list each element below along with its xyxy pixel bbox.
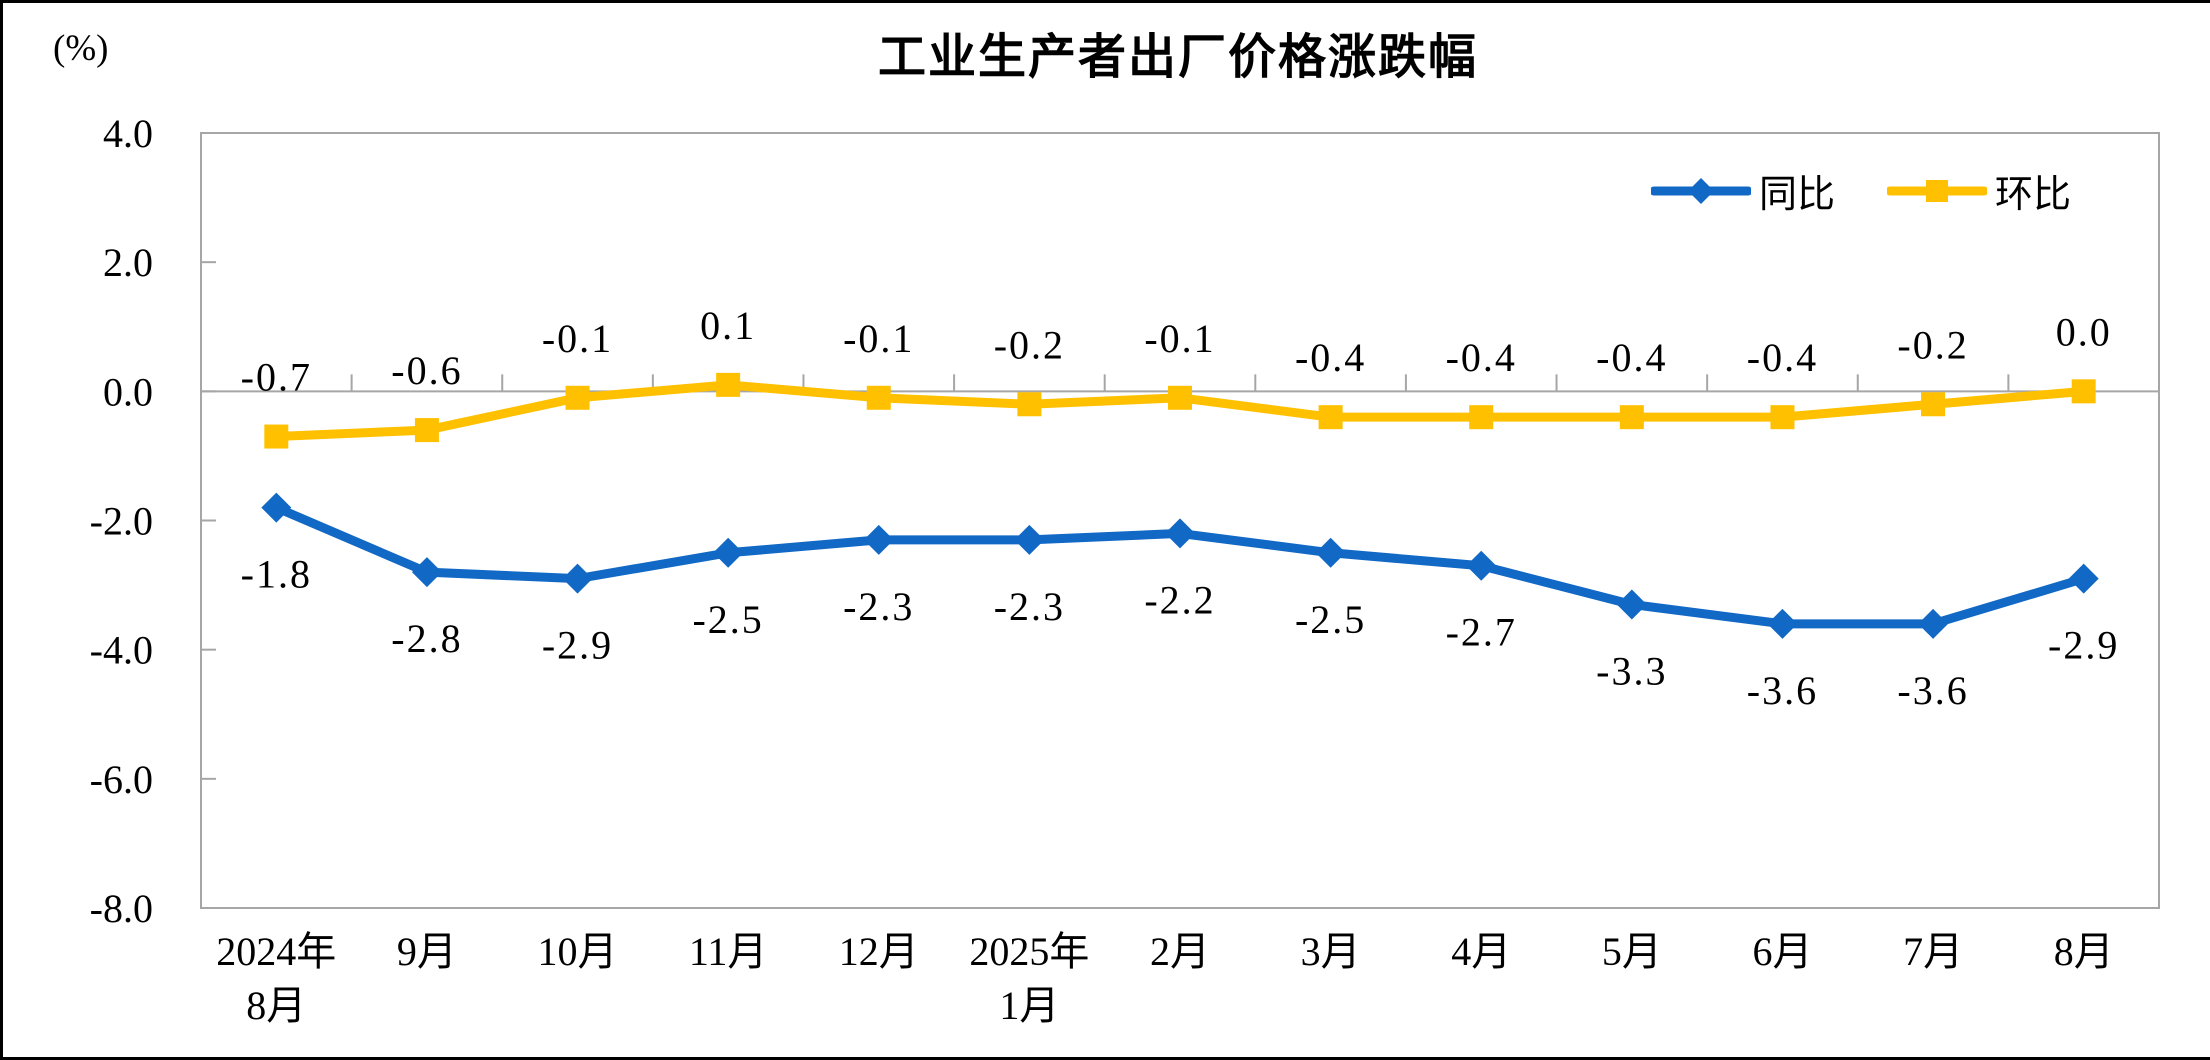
legend-line-diamond-icon bbox=[1651, 177, 1751, 204]
data-label-环比: 0.1 bbox=[700, 303, 756, 348]
data-label-环比: 0.0 bbox=[2056, 309, 2112, 354]
x-tick-label: 5月 bbox=[1602, 929, 1662, 974]
series-marker-square bbox=[264, 424, 289, 449]
y-tick-label: -2.0 bbox=[90, 499, 153, 544]
data-label-环比: -0.6 bbox=[391, 348, 462, 393]
data-label-同比: -3.3 bbox=[1596, 648, 1667, 693]
data-label-同比: -2.3 bbox=[994, 584, 1065, 629]
series-marker-square bbox=[1921, 392, 1946, 417]
data-label-环比: -0.2 bbox=[1897, 322, 1968, 367]
data-label-同比: -2.9 bbox=[2048, 623, 2119, 668]
series-marker-diamond bbox=[1165, 518, 1195, 549]
y-tick-label: 2.0 bbox=[103, 240, 153, 285]
y-tick-label: -6.0 bbox=[90, 757, 153, 802]
series-marker-diamond bbox=[1466, 550, 1497, 581]
data-label-同比: -2.5 bbox=[692, 597, 763, 642]
chart-title: 工业生产者出厂价格涨跌幅 bbox=[877, 31, 1478, 84]
data-label-同比: -2.3 bbox=[843, 584, 914, 629]
y-tick-label: 0.0 bbox=[103, 369, 153, 414]
x-tick-label: 4月 bbox=[1451, 929, 1511, 974]
data-label-环比: -0.4 bbox=[1295, 335, 1366, 380]
series-marker-square bbox=[414, 418, 439, 443]
x-tick-label: 2025年 bbox=[969, 929, 1089, 974]
series-marker-diamond bbox=[562, 563, 593, 594]
x-tick-label: 10月 bbox=[538, 929, 618, 974]
legend-sample-square bbox=[1926, 179, 1949, 202]
x-tick-label: 8月 bbox=[2054, 929, 2114, 974]
y-tick-label: 4.0 bbox=[103, 111, 153, 156]
series-marker-square bbox=[1619, 405, 1644, 430]
legend-item-tongbi: 同比 bbox=[1651, 163, 1835, 218]
data-label-同比: -2.7 bbox=[1446, 610, 1517, 655]
data-label-同比: -3.6 bbox=[1897, 668, 1968, 713]
x-tick-label: 6月 bbox=[1752, 929, 1812, 974]
x-tick-label: 12月 bbox=[839, 929, 919, 974]
series-marker-square bbox=[1017, 392, 1042, 417]
series-marker-diamond bbox=[863, 524, 894, 555]
legend-label-tongbi: 同比 bbox=[1759, 174, 1836, 216]
legend-sample-diamond bbox=[1688, 177, 1714, 204]
data-label-同比: -2.2 bbox=[1144, 577, 1215, 622]
data-label-同比: -2.8 bbox=[391, 616, 462, 661]
data-label-同比: -2.5 bbox=[1295, 597, 1366, 642]
x-tick-label: 2月 bbox=[1150, 929, 1210, 974]
series-marker-square bbox=[1770, 405, 1795, 430]
series-marker-diamond bbox=[2068, 563, 2099, 594]
data-label-环比: -0.1 bbox=[843, 316, 914, 361]
series-marker-square bbox=[716, 372, 741, 397]
series-marker-diamond bbox=[1918, 608, 1949, 639]
series-marker-diamond bbox=[411, 557, 442, 588]
data-label-环比: -0.4 bbox=[1446, 335, 1517, 380]
data-label-同比: -3.6 bbox=[1747, 668, 1818, 713]
series-marker-diamond bbox=[261, 492, 292, 523]
data-label-环比: -0.4 bbox=[1747, 335, 1818, 380]
x-tick-label: 9月 bbox=[397, 929, 457, 974]
series-marker-square bbox=[565, 385, 590, 410]
legend-line-square-icon bbox=[1887, 179, 1988, 202]
x-tick-label: 1月 bbox=[999, 983, 1059, 1028]
x-tick-label: 3月 bbox=[1301, 929, 1361, 974]
series-marker-square bbox=[1469, 405, 1494, 430]
series-marker-diamond bbox=[713, 537, 744, 568]
series-marker-diamond bbox=[1014, 524, 1045, 555]
x-tick-label: 8月 bbox=[246, 983, 306, 1028]
y-tick-label: -8.0 bbox=[90, 886, 153, 931]
plot-area: 4.0 2.0 0.0 -2.0 -4.0 -6.0 -8.0 2024年 8月 9月 10月 11月… bbox=[90, 111, 2160, 1028]
series-marker-diamond bbox=[1767, 608, 1798, 639]
data-label-环比: -0.7 bbox=[241, 355, 312, 400]
x-tick-label: 2024年 bbox=[216, 929, 336, 974]
x-tick-label: 7月 bbox=[1903, 929, 1963, 974]
data-label-环比: -0.1 bbox=[542, 316, 613, 361]
data-label-同比: -1.8 bbox=[241, 552, 312, 597]
data-label-环比: -0.2 bbox=[994, 322, 1065, 367]
y-axis-unit-label: (%) bbox=[53, 28, 109, 69]
data-label-环比: -0.4 bbox=[1596, 335, 1667, 380]
series-marker-square bbox=[1168, 385, 1192, 410]
legend-label-huanbi: 环比 bbox=[1995, 174, 2072, 216]
series-marker-diamond bbox=[1616, 589, 1647, 620]
series-marker-square bbox=[866, 385, 891, 410]
legend: 同比 环比 bbox=[1651, 163, 2071, 218]
series-marker-diamond bbox=[1315, 537, 1346, 568]
series-marker-square bbox=[2071, 379, 2096, 404]
x-tick-label: 11月 bbox=[689, 929, 768, 974]
y-tick-label: -4.0 bbox=[90, 628, 153, 673]
legend-item-huanbi: 环比 bbox=[1887, 163, 2071, 218]
series-marker-square bbox=[1318, 405, 1343, 430]
data-label-环比: -0.1 bbox=[1144, 316, 1215, 361]
data-label-同比: -2.9 bbox=[542, 623, 613, 668]
